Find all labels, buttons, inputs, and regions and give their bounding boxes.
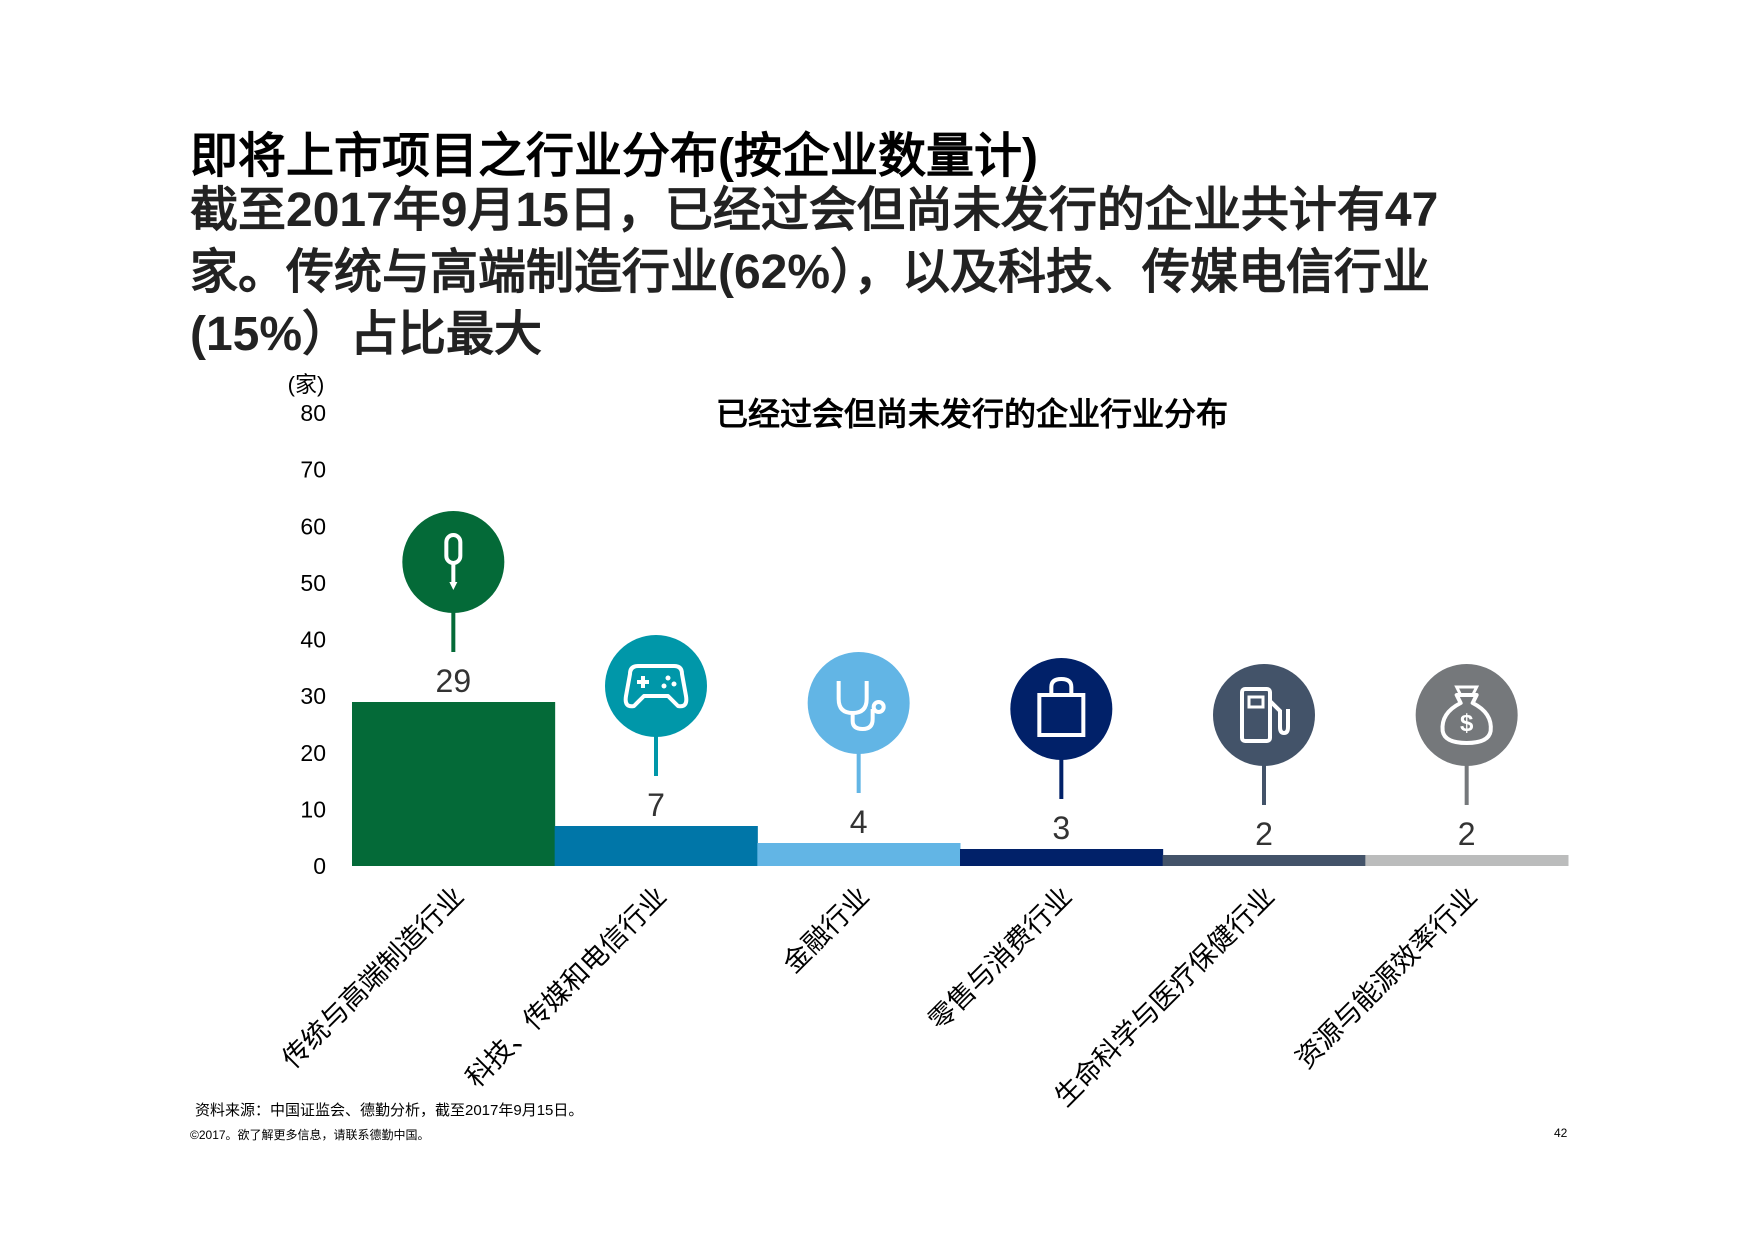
fuel-pump-icon bbox=[1240, 687, 1290, 743]
bar-5 bbox=[1162, 855, 1366, 866]
stethoscope-icon bbox=[836, 681, 886, 732]
pin-circle bbox=[605, 635, 707, 737]
pin-3 bbox=[807, 652, 910, 793]
subtitle-line-2: 家。传统与高端制造行业(62%），以及科技、传媒电信行业 bbox=[190, 246, 1431, 299]
value-label: 2 bbox=[1458, 816, 1476, 852]
pin-circle bbox=[1010, 658, 1113, 760]
bar-3 bbox=[757, 843, 961, 866]
shopping-bag-icon bbox=[1037, 676, 1086, 737]
bar-6 bbox=[1365, 855, 1569, 866]
value-label: 7 bbox=[647, 787, 665, 823]
pin-4 bbox=[1010, 658, 1113, 799]
x-tick-label: 科技、传媒和电信行业 bbox=[460, 881, 672, 1093]
pin-6: $ bbox=[1415, 664, 1518, 805]
y-tick-label: 50 bbox=[300, 570, 326, 596]
bar-4 bbox=[960, 849, 1164, 866]
pin-circle bbox=[807, 652, 910, 754]
slide-title: 即将上市项目之行业分布(按企业数量计) bbox=[190, 130, 1038, 183]
gamepad-icon bbox=[623, 664, 689, 709]
pin-circle bbox=[1213, 664, 1315, 766]
value-label: 2 bbox=[1255, 816, 1273, 852]
y-tick-label: 30 bbox=[300, 683, 326, 709]
chart-title: 已经过会但尚未发行的企业行业分布 bbox=[716, 396, 1228, 432]
x-tick-label: 零售与消费行业 bbox=[923, 881, 1078, 1036]
x-tick-label: 金融行业 bbox=[777, 881, 875, 979]
y-tick-label: 80 bbox=[300, 400, 326, 426]
bar-2 bbox=[554, 826, 758, 866]
slide-subtitle: 截至2017年9月15日，已经过会但尚未发行的企业共计有47 家。传统与高端制造… bbox=[190, 180, 1590, 366]
value-labels: 29 7 4 3 2 2 bbox=[436, 663, 1476, 852]
y-axis-ticks: 0 10 20 30 40 50 60 70 80 bbox=[300, 400, 326, 879]
value-label: 29 bbox=[436, 663, 472, 699]
x-tick-label: 生命科学与医疗保健行业 bbox=[1049, 881, 1280, 1112]
money-bag-icon: $ bbox=[1440, 685, 1493, 745]
page-number: 42 bbox=[1554, 1126, 1568, 1140]
subtitle-line-1: 截至2017年9月15日，已经过会但尚未发行的企业共计有47 bbox=[190, 184, 1439, 237]
y-tick-label: 70 bbox=[300, 457, 326, 483]
y-tick-label: 20 bbox=[300, 740, 326, 766]
screwdriver-icon bbox=[444, 533, 463, 590]
icon-pins: $ bbox=[402, 511, 1518, 805]
bars bbox=[352, 702, 1569, 866]
bar-1 bbox=[352, 702, 556, 866]
source-note: 资料来源：中国证监会、德勤分析，截至2017年9月15日。 bbox=[195, 1102, 584, 1119]
y-tick-label: 0 bbox=[313, 853, 326, 879]
pin-5 bbox=[1213, 664, 1315, 805]
value-label: 3 bbox=[1052, 810, 1070, 846]
y-tick-label: 40 bbox=[300, 627, 326, 653]
x-tick-label: 资源与能源效率行业 bbox=[1290, 881, 1483, 1074]
pin-1 bbox=[402, 511, 505, 652]
y-axis-label: (家) bbox=[288, 372, 325, 397]
value-label: 4 bbox=[850, 804, 868, 840]
copyright-note: ©2017。欲了解更多信息，请联系德勤中国。 bbox=[190, 1128, 430, 1142]
y-tick-label: 10 bbox=[300, 796, 326, 822]
x-tick-label: 传统与高端制造行业 bbox=[277, 881, 470, 1074]
y-tick-label: 60 bbox=[300, 513, 326, 539]
pin-2 bbox=[605, 635, 707, 776]
pin-circle bbox=[1415, 664, 1518, 766]
svg-text:$: $ bbox=[1460, 710, 1474, 737]
subtitle-line-3: (15%）占比最大 bbox=[190, 308, 543, 361]
